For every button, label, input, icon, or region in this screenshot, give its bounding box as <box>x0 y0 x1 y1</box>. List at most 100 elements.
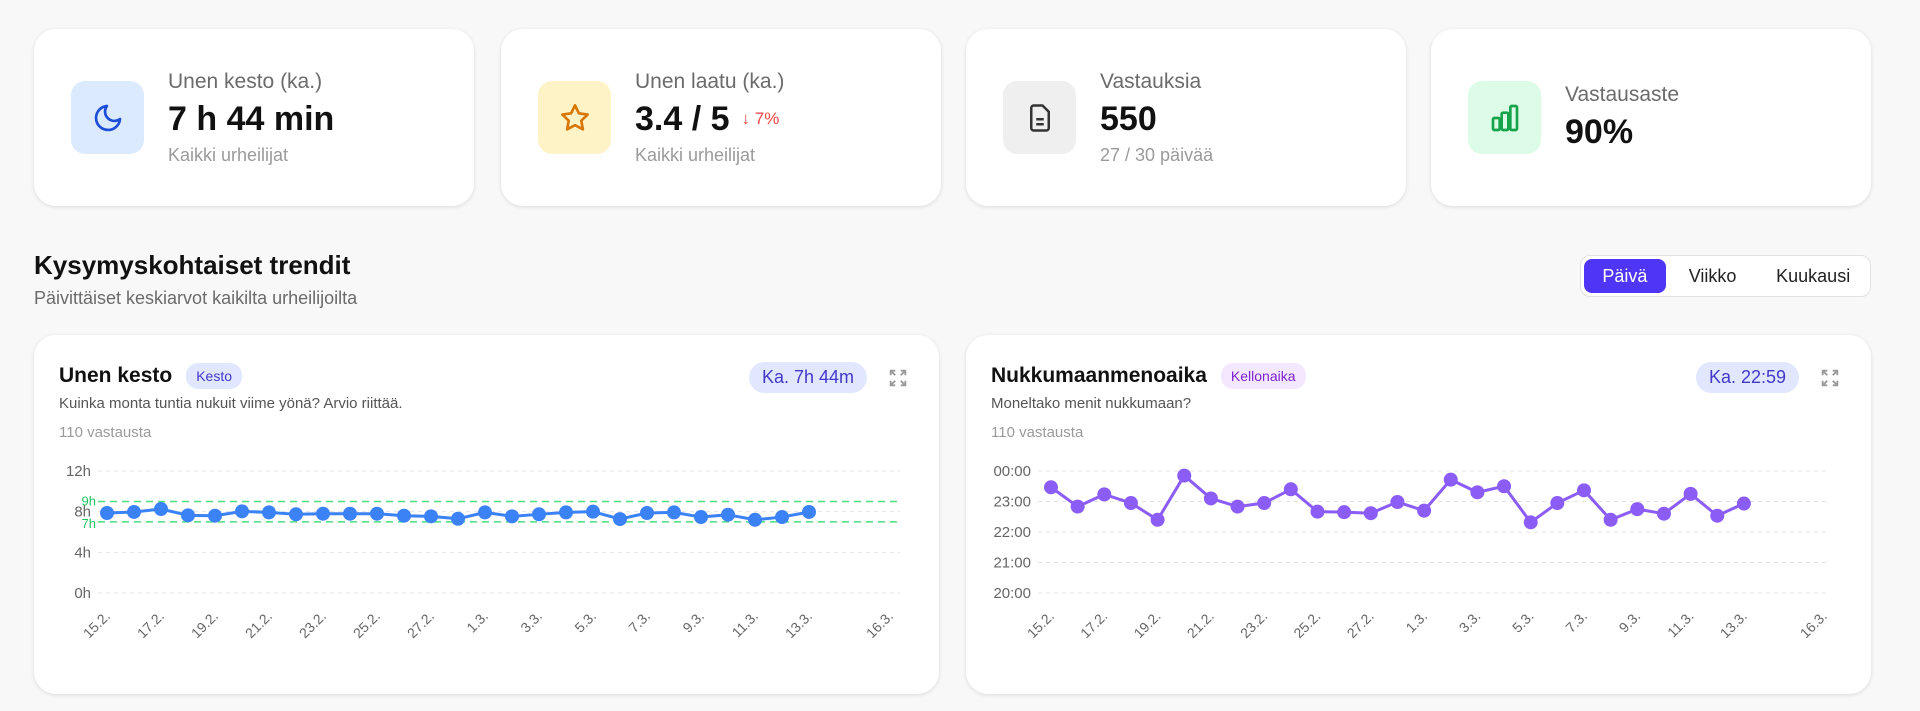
data-point <box>559 505 573 520</box>
x-tick-label: 7.3. <box>1562 608 1590 636</box>
stat-value: 3.4 / 5 <box>635 99 730 138</box>
data-point <box>802 504 816 519</box>
data-point <box>1044 480 1058 495</box>
data-point <box>1577 483 1591 498</box>
stat-sub: Kaikki urheilijat <box>168 144 289 165</box>
chart-type-tag: Kesto <box>186 363 243 389</box>
data-point <box>1550 496 1565 511</box>
data-point <box>532 507 546 522</box>
document-icon <box>1003 81 1076 154</box>
x-tick-label: 5.3. <box>1509 608 1537 636</box>
star-icon <box>538 81 611 154</box>
x-tick-label: 27.2. <box>404 608 437 641</box>
data-point <box>1390 495 1405 510</box>
data-point <box>100 505 114 520</box>
x-tick-label: 7.3. <box>625 608 653 636</box>
data-point <box>1736 496 1751 511</box>
stat-value: 90% <box>1565 113 1634 151</box>
data-point <box>1630 502 1645 517</box>
stat-card: Vastauksia 550 27 / 30 päivää <box>966 29 1406 206</box>
y-tick-label: 0h <box>74 585 91 602</box>
data-point <box>1523 515 1538 530</box>
y-tick-label: 21:00 <box>993 555 1031 572</box>
data-point <box>1070 499 1085 514</box>
chart-question: Moneltako menit nukkumaan? <box>991 395 1192 412</box>
x-tick-label: 16.3. <box>863 608 896 641</box>
data-point <box>478 505 492 520</box>
y-tick-label: 00:00 <box>993 463 1031 480</box>
x-tick-label: 3.3. <box>1456 608 1484 636</box>
data-point <box>235 504 249 519</box>
data-point <box>1123 496 1138 511</box>
stat-label: Unen kesto (ka.) <box>168 69 323 93</box>
data-point <box>1363 506 1378 521</box>
data-point <box>1203 491 1218 506</box>
chart-type-tag: Kellonaika <box>1220 363 1306 389</box>
moon-icon <box>71 81 144 154</box>
x-tick-label: 15.2. <box>1024 608 1057 641</box>
response-count: 110 vastausta <box>991 424 1084 441</box>
expand-icon[interactable] <box>887 367 909 389</box>
average-badge: Ka. 7h 44m <box>748 362 867 393</box>
x-tick-label: 17.2. <box>1077 608 1110 641</box>
data-point <box>370 506 384 521</box>
y-tick-label: 20:00 <box>993 585 1031 602</box>
x-tick-label: 9.3. <box>1616 608 1644 636</box>
expand-icon[interactable] <box>1819 367 1841 389</box>
y-tick-label: 8h <box>74 504 91 521</box>
stat-card: Vastausaste 90% <box>1431 29 1871 206</box>
stat-sub: 27 / 30 päivää <box>1100 144 1214 165</box>
x-tick-label: 23.2. <box>296 608 329 641</box>
data-point <box>1337 505 1352 520</box>
x-tick-label: 17.2. <box>134 608 167 641</box>
toggle-week[interactable]: Viikko <box>1667 259 1758 293</box>
x-tick-label: 21.2. <box>1184 608 1217 641</box>
data-point <box>1603 512 1618 527</box>
data-point <box>289 507 303 522</box>
data-point <box>748 512 762 527</box>
data-point <box>343 506 357 521</box>
stat-sub: Kaikki urheilijat <box>635 144 756 165</box>
bar-chart-icon <box>1468 81 1541 154</box>
x-tick-label: 19.2. <box>1130 608 1163 641</box>
toggle-day[interactable]: Päivä <box>1584 259 1666 293</box>
data-point <box>1177 468 1192 483</box>
reference-label: 7h <box>82 516 96 531</box>
line-chart: 0h 4h 8h 12h 7h 9h 15.2. 17.2. 19.2. 21.2. 23.2. 25… <box>66 463 900 641</box>
x-tick-label: 3.3. <box>517 608 545 636</box>
data-point <box>316 506 330 521</box>
data-point <box>505 509 519 524</box>
data-point <box>208 508 222 523</box>
x-tick-label: 9.3. <box>679 608 707 636</box>
data-point <box>1656 506 1671 521</box>
y-tick-label: 23:00 <box>993 494 1031 511</box>
data-point <box>775 510 789 525</box>
x-tick-label: 11.3. <box>1664 608 1697 641</box>
x-tick-label: 19.2. <box>188 608 221 641</box>
data-point <box>721 507 735 522</box>
data-point <box>1257 496 1272 511</box>
data-point <box>1683 486 1698 501</box>
chart-title: Unen kesto <box>59 364 173 387</box>
line-chart: 20:00 21:00 22:00 23:00 00:00 15.2. 17.2. 19.2.… <box>993 463 1830 641</box>
data-point <box>1150 512 1165 527</box>
stat-label: Vastauksia <box>1100 69 1202 93</box>
x-tick-label: 25.2. <box>350 608 383 641</box>
chart-card: Unen kesto Kesto Kuinka monta tuntia nuk… <box>34 335 939 694</box>
data-point <box>1283 482 1298 497</box>
data-point <box>127 504 141 519</box>
data-point <box>1710 508 1725 523</box>
reference-label: 9h <box>82 494 96 509</box>
chart-question: Kuinka monta tuntia nukuit viime yönä? A… <box>59 395 403 412</box>
section-title: Kysymyskohtaiset trendit <box>34 250 351 280</box>
data-point <box>1443 472 1458 487</box>
stat-delta: ↓ 7% <box>741 109 780 128</box>
x-tick-label: 27.2. <box>1344 608 1377 641</box>
x-tick-label: 25.2. <box>1290 608 1323 641</box>
period-toggle: Päivä Viikko Kuukausi <box>1580 255 1871 297</box>
x-tick-label: 13.3. <box>1717 608 1750 641</box>
data-point <box>451 511 465 526</box>
data-point <box>154 502 168 517</box>
stat-label: Unen laatu (ka.) <box>635 69 785 93</box>
toggle-month[interactable]: Kuukausi <box>1759 259 1867 293</box>
